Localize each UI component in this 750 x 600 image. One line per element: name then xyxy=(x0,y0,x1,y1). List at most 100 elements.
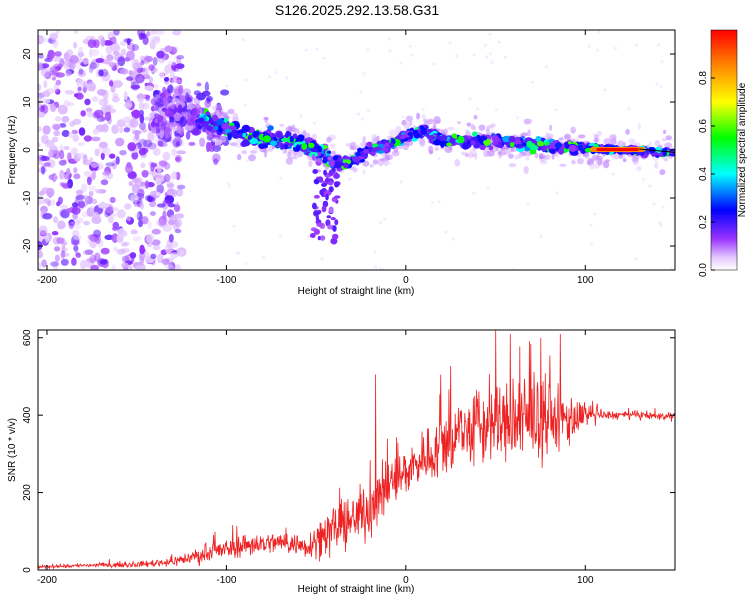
spectrogram-cell xyxy=(527,129,531,137)
spectrogram-cell xyxy=(538,153,544,160)
spectrogram-cell xyxy=(107,216,114,224)
spectrogram-cell xyxy=(60,252,70,257)
spectrogram-cell xyxy=(503,55,507,59)
spectrogram-cell xyxy=(99,259,108,265)
spectrogram-cell xyxy=(50,199,56,206)
spectrogram-cell xyxy=(115,156,120,165)
spectrogram-cell xyxy=(50,261,59,267)
spectrogram-cell xyxy=(421,113,426,120)
spectrogram-cell xyxy=(312,202,317,210)
spectrogram-cell xyxy=(534,152,539,159)
spectrogram-cell xyxy=(514,154,519,160)
spectrogram-cell xyxy=(466,122,472,127)
spectrogram-cell xyxy=(130,194,140,203)
spectrogram-cell xyxy=(60,237,67,247)
spectrogram-cell xyxy=(44,234,50,243)
spectrogram-cell xyxy=(77,142,86,147)
spectrogram-cell xyxy=(168,219,176,226)
spectrogram-cell xyxy=(124,203,132,210)
spectrogram-cell xyxy=(103,59,110,65)
spectrogram-cell xyxy=(244,78,248,82)
spectrogram-cell xyxy=(51,136,59,143)
spectrogram-cell xyxy=(93,229,102,238)
spectrogram-cell xyxy=(123,91,128,101)
spectrogram-cell xyxy=(86,207,95,217)
spectrogram-cell xyxy=(419,125,425,130)
spectrogram-cell xyxy=(554,108,558,112)
spectrogram-cell xyxy=(73,244,79,253)
spectrogram-cell xyxy=(175,126,182,134)
spectrogram-cell xyxy=(38,250,43,259)
spectrogram-cell xyxy=(568,144,577,152)
spectrogram-cell xyxy=(122,241,130,246)
spectrogram-cell xyxy=(151,171,162,179)
spectrogram-cell xyxy=(61,244,66,254)
spectrogram-cell xyxy=(161,258,170,265)
spectrogram-cell xyxy=(313,178,320,185)
spectrogram-cell xyxy=(321,182,327,187)
spectrogram-cell xyxy=(391,150,400,157)
spectrogram-cell xyxy=(175,171,181,181)
spectrogram-cell xyxy=(76,217,84,224)
spectrogram-cell xyxy=(307,235,311,239)
colorbar-tick-label: 0.4 xyxy=(698,167,709,181)
spectrogram-cell xyxy=(167,203,176,208)
spectrogram-cell xyxy=(333,173,340,179)
spectrogram-cell xyxy=(149,211,156,217)
spectrogram-cell xyxy=(142,35,149,46)
spectrogram-cell xyxy=(151,239,161,246)
spectrogram-cell xyxy=(107,31,114,38)
spectrogram-cell xyxy=(147,220,152,230)
spectrogram-cell xyxy=(508,163,517,168)
spectrogram-trace xyxy=(639,148,675,153)
spectrogram-cell xyxy=(536,140,545,147)
spectrogram-cell xyxy=(382,147,389,152)
spectrogram-cell xyxy=(279,234,283,238)
spectrogram-cell xyxy=(71,207,81,215)
spectrogram-cell xyxy=(82,159,92,166)
spectrogram-cell xyxy=(625,128,630,135)
spectrogram-cell xyxy=(312,154,316,161)
spectrogram-cell xyxy=(135,265,144,270)
spectrogram-cell xyxy=(328,160,335,167)
spectrogram-cell xyxy=(120,68,129,75)
spectrogram-cell xyxy=(577,134,586,139)
spectrogram-cell xyxy=(196,82,202,87)
spectrogram-cell xyxy=(60,258,69,266)
spectrogram-cell xyxy=(308,160,313,168)
spectrogram-cell xyxy=(161,96,172,102)
spectrogram-cell xyxy=(87,176,92,186)
spectrogram-cell xyxy=(38,100,41,108)
spectrogram-cell xyxy=(175,100,186,108)
figure-title: S126.2025.292.13.58.G31 xyxy=(275,2,439,18)
spectrogram-cell xyxy=(71,129,79,135)
spectrogram-cell xyxy=(104,234,114,241)
spectrogram-cell xyxy=(130,229,138,235)
spectrogram-cell xyxy=(631,156,639,163)
spectrogram-cell xyxy=(120,48,127,56)
spectrogram-cell xyxy=(383,217,387,221)
spectrogram-cell xyxy=(299,114,303,118)
spectrogram-cell xyxy=(167,60,177,66)
spectrogram-cell xyxy=(129,118,139,128)
spectrogram-cell xyxy=(86,110,94,118)
spectrogram-cell xyxy=(136,67,143,74)
spectrogram-cell xyxy=(108,153,116,159)
spectrogram-cell xyxy=(106,54,114,61)
spectrogram-cell xyxy=(127,142,137,152)
spectrogram-cell xyxy=(455,158,459,162)
spectrogram-cell xyxy=(491,141,499,146)
spectrogram-cell xyxy=(589,242,593,245)
spectrogram-cell xyxy=(49,32,59,40)
spectrogram-x-tick-label: 0 xyxy=(403,275,409,286)
spectrogram-cell xyxy=(622,158,627,163)
spectrogram-cell xyxy=(213,125,219,131)
spectrogram-cell xyxy=(408,44,412,48)
spectrogram-cell xyxy=(312,169,319,174)
spectrogram-cell xyxy=(430,201,434,205)
spectrogram-cell xyxy=(571,159,576,165)
spectrogram-cell xyxy=(147,195,154,202)
spectrogram-cell xyxy=(149,200,157,207)
spectrogram-cell xyxy=(416,112,421,120)
spectrogram-x-axis-label: Height of straight line (km) xyxy=(298,286,415,297)
